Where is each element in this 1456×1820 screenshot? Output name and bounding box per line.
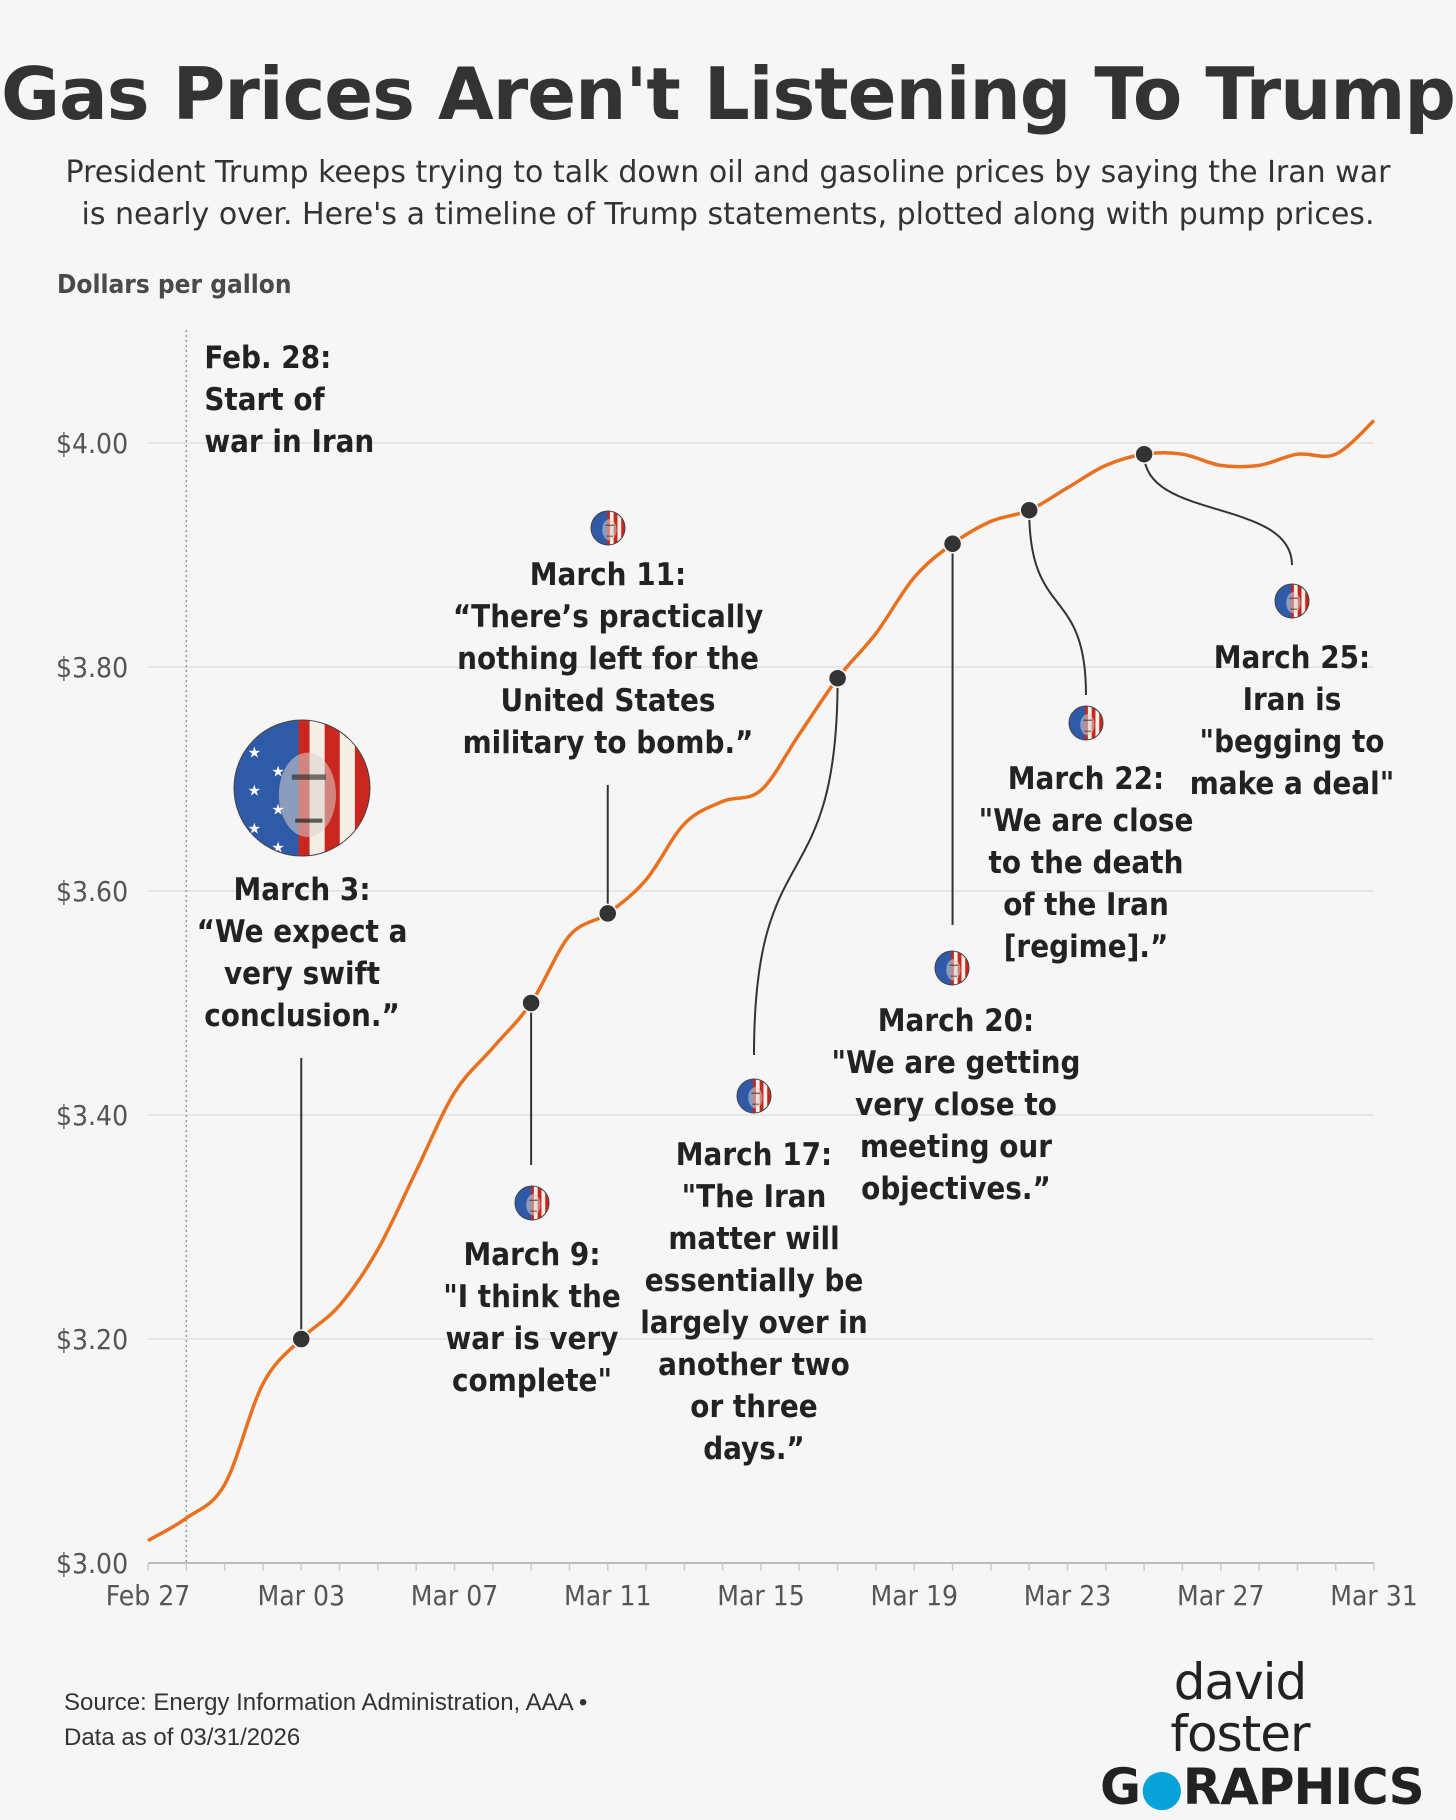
annotation-label-line: Iran is [1243, 682, 1342, 718]
annotation-point [1019, 500, 1039, 520]
annotation-label-line: March 9: [464, 1237, 601, 1273]
brand-line-2: G●RAPHICS [1100, 1758, 1425, 1816]
y-tick-label: $3.00 [56, 1547, 128, 1580]
annotation-label-line: March 20: [878, 1003, 1034, 1039]
annotation-label-line: "begging to [1200, 724, 1385, 760]
annotation-label-line: nothing left for the [457, 641, 759, 677]
annotation-label-line: March 3: [234, 872, 371, 908]
annotation-label-line: essentially be [645, 1263, 863, 1299]
x-tick-label: Mar 07 [411, 1579, 499, 1612]
y-tick-label: $3.80 [56, 651, 128, 684]
annotation-label-line: another two [658, 1347, 850, 1383]
svg-text:★: ★ [248, 821, 261, 838]
annotation-label-line: days.” [703, 1431, 805, 1467]
gas-price-line [147, 419, 1376, 1543]
annotation-label-line: complete" [452, 1363, 612, 1399]
trump-flag-portrait-icon [514, 1185, 550, 1221]
source-line: Source: Energy Information Administratio… [64, 1689, 588, 1716]
annotation-label-line: meeting our [860, 1129, 1052, 1165]
x-tick-label: Mar 27 [1177, 1579, 1265, 1612]
annotation-point [291, 1329, 311, 1349]
annotation-label-line: [regime].” [1004, 929, 1169, 965]
svg-text:★: ★ [271, 840, 284, 857]
x-tick-label: Mar 19 [870, 1579, 958, 1612]
annotation-label-line: United States [500, 683, 715, 719]
trump-flag-portrait-icon [590, 510, 626, 546]
x-tick-label: Mar 03 [257, 1579, 345, 1612]
annotation-point [942, 534, 963, 554]
annotation-label-line: “There’s practically [453, 599, 763, 635]
annotation-connector [1028, 510, 1087, 696]
annotation-connector [1143, 454, 1293, 566]
source-note: Source: Energy Information Administratio… [64, 1685, 587, 1755]
trump-flag-portrait-icon [736, 1078, 772, 1114]
annotation-label-line: objectives.” [861, 1171, 1051, 1207]
annotation-label-line: very swift [224, 956, 380, 992]
y-tick-label: $3.40 [56, 1099, 128, 1132]
annotation-label-line: largely over in [640, 1305, 868, 1341]
svg-text:★: ★ [271, 802, 284, 819]
y-axis-label: Dollars per gallon [57, 270, 292, 300]
annotation-label-line: matter will [668, 1221, 839, 1257]
brand-logo: david foster G●RAPHICS [1100, 1653, 1425, 1816]
y-tick-label: $3.20 [56, 1323, 128, 1356]
war-start-label-line: war in Iran [204, 424, 374, 460]
svg-text:★: ★ [248, 744, 261, 761]
annotation-label-line: conclusion.” [204, 998, 400, 1034]
war-start-label-line: Start of [204, 382, 325, 418]
annotation-point [598, 903, 618, 924]
annotation-connector [753, 678, 839, 1056]
annotation-label-line: to the death [989, 845, 1184, 881]
annotation-label-line: March 17: [676, 1137, 832, 1173]
annotation-label-line: war is very [446, 1321, 619, 1357]
data-date-line: Data as of 03/31/2026 [64, 1724, 301, 1751]
annotation-point [521, 993, 541, 1013]
annotation-label-line: very close to [855, 1087, 1057, 1123]
annotation-label-line: make a deal" [1190, 766, 1395, 802]
y-tick-label: $3.60 [56, 875, 128, 908]
brand-line-1: david foster [1170, 1653, 1310, 1763]
annotation-label-line: of the Iran [1003, 887, 1169, 923]
annotation-label-line: "We are close [979, 803, 1194, 839]
trump-flag-portrait-icon [1068, 705, 1104, 741]
x-tick-label: Mar 15 [717, 1579, 805, 1612]
annotation-point [827, 668, 848, 688]
annotation-label-line: March 25: [1214, 640, 1370, 676]
annotation-label-line: March 22: [1008, 761, 1164, 797]
annotation-label-line: "We are getting [832, 1045, 1081, 1081]
brand-accent: ● [1140, 1758, 1184, 1816]
chart-title: Gas Prices Aren't Listening To Trump [1, 52, 1456, 136]
chart-subtitle: President Trump keeps trying to talk dow… [65, 155, 1391, 232]
trump-flag-portrait-icon [934, 950, 970, 986]
x-tick-label: Mar 23 [1024, 1579, 1112, 1612]
annotation-label-line: March 11: [530, 557, 686, 593]
annotation-label-line: military to bomb.” [463, 725, 754, 761]
trump-flag-portrait-icon [1274, 583, 1310, 619]
svg-text:★: ★ [248, 782, 261, 799]
y-tick-label: $4.00 [56, 427, 128, 460]
annotation-label-line: "The Iran [682, 1179, 827, 1215]
annotation-label-line: or three [690, 1389, 817, 1425]
annotation-point [1134, 444, 1154, 464]
war-start-label-line: Feb. 28: [204, 340, 331, 376]
annotation-label-line: “We expect a [197, 914, 408, 950]
x-tick-label: Feb 27 [106, 1579, 191, 1612]
x-tick-label: Mar 31 [1330, 1579, 1418, 1612]
svg-text:★: ★ [271, 763, 284, 780]
annotation-label-line: "I think the [443, 1279, 621, 1315]
x-tick-label: Mar 11 [564, 1579, 652, 1612]
trump-flag-portrait-icon: ★ ★ ★ ★ ★ ★ [233, 719, 371, 857]
